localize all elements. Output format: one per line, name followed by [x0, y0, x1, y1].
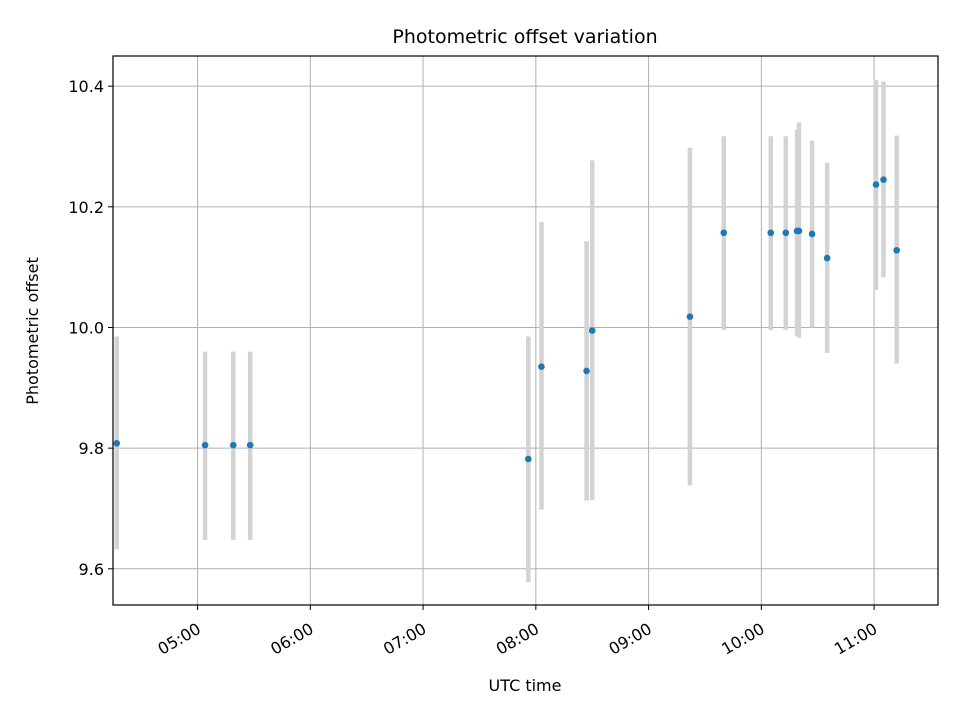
y-tick-label: 10.0: [68, 318, 104, 337]
x-tick-label: 05:00: [155, 619, 204, 659]
x-tick-label: 08:00: [493, 619, 542, 659]
data-point: [808, 230, 816, 238]
data-point: [872, 181, 880, 188]
data-point: [720, 229, 728, 237]
data-point: [229, 441, 237, 449]
data-point: [113, 440, 121, 447]
x-tick-label: 10:00: [718, 619, 767, 659]
y-tick-label: 9.8: [79, 439, 104, 458]
data-point: [246, 441, 254, 449]
x-tick-label: 11:00: [831, 619, 880, 659]
data-point: [893, 246, 900, 254]
data-point: [588, 327, 596, 334]
chart-title: Photometric offset variation: [392, 26, 657, 48]
data-point: [880, 176, 887, 183]
data-point: [538, 363, 545, 370]
x-tick-label: 09:00: [606, 619, 655, 659]
data-point: [583, 367, 590, 375]
x-tick-label: 06:00: [267, 619, 316, 659]
y-tick-label: 10.4: [68, 77, 104, 96]
x-tick-label: 07:00: [380, 619, 429, 659]
data-point: [201, 441, 209, 449]
data-point: [767, 229, 775, 237]
data-point: [686, 313, 694, 320]
data-point: [782, 229, 790, 237]
y-axis-label: Photometric offset: [23, 257, 42, 405]
data-point: [525, 455, 532, 463]
data-point: [823, 254, 831, 262]
data-point: [795, 227, 803, 235]
axes-frame: [112, 55, 939, 606]
x-axis-label: UTC time: [489, 676, 562, 695]
y-tick-label: 10.2: [68, 198, 104, 217]
y-tick-label: 9.6: [79, 560, 104, 579]
plot-area: 05:00 06:00 07:00 08:00 09:00 10:00 11:00 9.6 9.…: [68, 55, 939, 659]
